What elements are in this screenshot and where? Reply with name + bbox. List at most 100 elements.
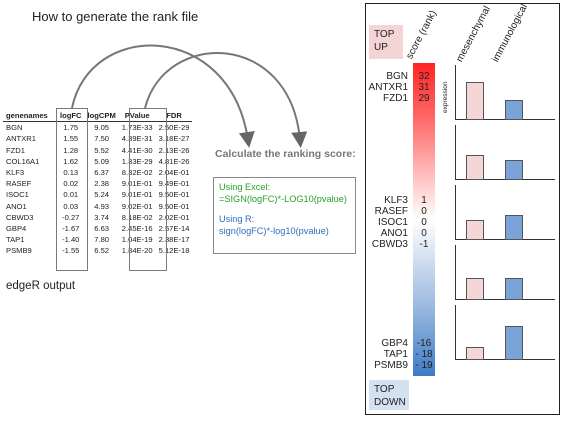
rank-gene-name: KLF3 — [384, 195, 408, 206]
table-row: ISOC1 0.01 5.24 9.01E-01 9.50E-01 — [3, 189, 192, 200]
value-cell: 2.38E-17 — [158, 235, 190, 245]
value-cell: 1.55 — [63, 134, 79, 144]
value-cell: 2.02E-01 — [158, 212, 190, 222]
value-cell: 1.28 — [63, 145, 79, 155]
header-pvalue: PValue — [118, 110, 156, 123]
value-cell: 2.04E-01 — [158, 168, 190, 178]
rank-score: -16 — [416, 338, 432, 349]
rank-gene-name: CBWD3 — [371, 239, 408, 250]
table-row: BGN 1.75 9.05 1.73E-33 2.50E-29 — [3, 122, 192, 134]
gene-name-cell: FZD1 — [6, 145, 25, 155]
value-cell: 9.02E-01 — [121, 201, 153, 211]
gene-name-cell: COL16A1 — [6, 156, 40, 166]
gene-name-cell: PSMB9 — [6, 246, 32, 256]
value-cell: 7.80 — [94, 235, 110, 245]
value-cell: 0.01 — [63, 190, 79, 200]
value-cell: 5.52 — [94, 145, 110, 155]
mesenchymal-bar — [466, 277, 484, 300]
immunological-bar — [505, 277, 523, 300]
value-cell: 1.84E-20 — [121, 246, 153, 256]
value-cell: 1.73E-33 — [121, 123, 153, 133]
table-row: PSMB9 -1.55 6.52 1.84E-20 5.12E-18 — [3, 245, 192, 256]
page-title: How to generate the rank file — [32, 9, 199, 24]
table-row: TAP1 -1.40 7.80 1.04E-19 2.38E-17 — [3, 234, 192, 245]
rank-gene-name: BGN — [386, 71, 408, 82]
excel-label: Using Excel: — [219, 182, 271, 192]
rank-gene-name: ISOC1 — [377, 217, 408, 228]
immunological-bar — [505, 215, 523, 240]
top-up-label: TOP UP — [369, 25, 403, 59]
value-cell: 4.81E-26 — [158, 156, 190, 166]
top-down-line1: TOP — [374, 384, 395, 395]
rank-score: 1 — [421, 195, 427, 206]
gene-name-cell: RASEF — [6, 179, 32, 189]
table-row: COL16A1 1.62 5.09 1.33E-29 4.81E-26 — [3, 156, 192, 167]
header-genenames: genenames — [3, 110, 57, 123]
pvalue-column-box — [129, 108, 167, 271]
table-row: ANTXR1 1.55 7.50 4.39E-31 3.18E-27 — [3, 133, 192, 144]
mesenchymal-bar — [466, 346, 484, 360]
table-row: KLF3 0.13 6.37 8.32E-02 2.04E-01 — [3, 167, 192, 178]
r-label: Using R: — [219, 214, 255, 224]
value-cell: 4.39E-31 — [121, 134, 153, 144]
header-logcpm: logCPM — [84, 110, 119, 123]
immunological-bar — [505, 99, 523, 120]
value-cell: 9.50E-01 — [158, 190, 190, 200]
value-cell: -1.55 — [62, 246, 80, 256]
rank-score: -1 — [419, 239, 429, 250]
value-cell: 9.50E-01 — [158, 201, 190, 211]
header-logfc: logFC — [57, 110, 85, 123]
top-down-label: TOP DOWN — [369, 380, 409, 410]
header-fdr: FDR — [155, 110, 193, 123]
value-cell: 1.62 — [63, 156, 79, 166]
logfc-column-box — [56, 108, 88, 271]
formula-box: Using Excel: =SIGN(logFC)*-LOG10(pvalue)… — [213, 177, 356, 254]
rank-gene-name: FZD1 — [383, 93, 408, 104]
value-cell: 5.12E-18 — [158, 246, 190, 256]
value-cell: 0.03 — [63, 201, 79, 211]
calc-title: Calculate the ranking score: — [215, 148, 356, 160]
value-cell: 2.13E-26 — [158, 145, 190, 155]
rank-score: - 19 — [415, 360, 433, 371]
value-cell: 1.33E-29 — [121, 156, 153, 166]
table-row: GBP4 -1.67 6.63 2.45E-16 2.57E-14 — [3, 223, 192, 234]
rank-score: 31 — [418, 82, 430, 93]
rank-score: - 18 — [415, 349, 433, 360]
value-cell: 8.18E-02 — [121, 212, 153, 222]
value-cell: 6.37 — [94, 168, 110, 178]
rank-score: 0 — [421, 228, 427, 239]
value-cell: 3.74 — [94, 212, 110, 222]
expression-label: expression — [442, 81, 449, 113]
r-formula: sign(logFC)*-log10(pvalue) — [219, 225, 329, 236]
immunological-bar — [505, 326, 523, 360]
score-gradient-bar — [413, 63, 435, 376]
value-cell: 2.45E-16 — [121, 224, 153, 234]
rank-gene-name: ANTXR1 — [368, 82, 408, 93]
value-cell: 4.93 — [94, 201, 110, 211]
value-cell: 0.02 — [63, 179, 79, 189]
rank-score: 0 — [421, 217, 427, 228]
immunological-bar — [505, 159, 523, 180]
value-cell: 9.01E-01 — [121, 190, 153, 200]
top-up-line1: TOP — [374, 29, 395, 40]
value-cell: 1.04E-19 — [121, 235, 153, 245]
value-cell: 9.01E-01 — [121, 179, 153, 189]
value-cell: 3.18E-27 — [158, 134, 190, 144]
value-cell: 7.50 — [94, 134, 110, 144]
table-row: RASEF 0.02 2.38 9.01E-01 9.49E-01 — [3, 178, 192, 189]
rank-gene-name: TAP1 — [383, 349, 408, 360]
top-up-line2: UP — [374, 42, 388, 53]
table-row: ANO1 0.03 4.93 9.02E-01 9.50E-01 — [3, 201, 192, 212]
gene-name-cell: KLF3 — [6, 168, 25, 178]
value-cell: -0.27 — [62, 212, 80, 222]
mesenchymal-bar — [466, 155, 484, 180]
table-row: CBWD3 -0.27 3.74 8.18E-02 2.02E-01 — [3, 212, 192, 223]
gene-name-cell: ISOC1 — [6, 190, 29, 200]
value-cell: 5.09 — [94, 156, 110, 166]
rank-gene-name: RASEF — [374, 206, 408, 217]
value-cell: 9.05 — [94, 123, 110, 133]
value-cell: 8.32E-02 — [121, 168, 153, 178]
value-cell: 1.75 — [63, 123, 79, 133]
gene-name-cell: CBWD3 — [6, 212, 34, 222]
rank-score: 0 — [421, 206, 427, 217]
